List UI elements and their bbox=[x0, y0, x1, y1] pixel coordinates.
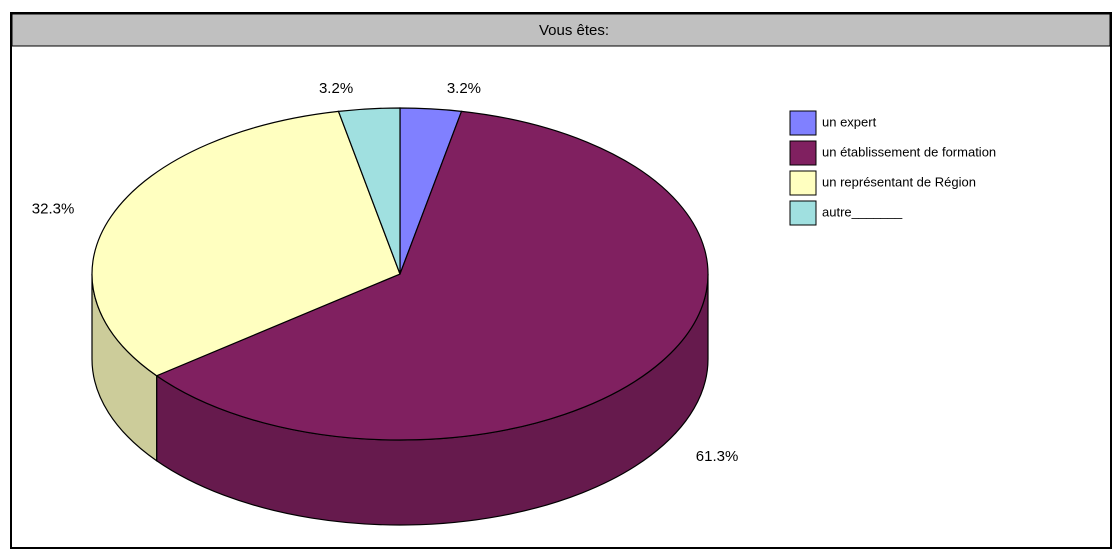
pie-slice bbox=[91, 110, 401, 377]
pie-slice bbox=[155, 110, 709, 441]
legend-label: un expert bbox=[822, 114, 877, 129]
legend-label: un établissement de formation bbox=[822, 144, 996, 159]
title-bar bbox=[11, 13, 1111, 47]
chart-title: Vous êtes: bbox=[539, 22, 609, 39]
legend-label: un représentant de Région bbox=[822, 174, 976, 189]
value-label: 32.3% bbox=[32, 200, 75, 217]
value-label: 3.2% bbox=[319, 80, 353, 97]
legend-swatch bbox=[789, 170, 817, 196]
legend-swatch bbox=[789, 140, 817, 166]
legend-label: autre_______ bbox=[822, 204, 903, 219]
pie-slice bbox=[337, 107, 401, 275]
value-label: 3.2% bbox=[447, 80, 481, 97]
value-label: 61.3% bbox=[696, 448, 739, 465]
legend-swatch bbox=[789, 200, 817, 226]
legend-swatch bbox=[789, 110, 817, 136]
